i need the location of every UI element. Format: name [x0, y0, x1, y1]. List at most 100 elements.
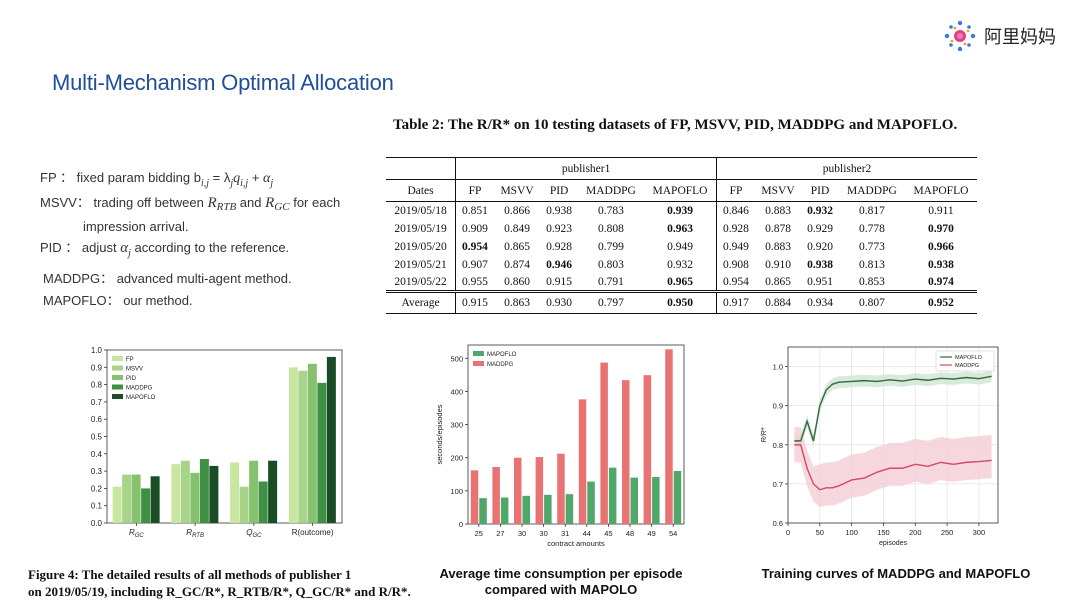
table-row: 2019/05/19 0.909 0.849 0.923 0.808 0.963 0.928… — [386, 219, 977, 238]
table-cell: 0.803 — [597, 258, 624, 271]
x-tick-label: RGC — [129, 528, 144, 539]
column-header-pid: PID — [540, 179, 578, 202]
legend-swatch-fp — [112, 356, 123, 361]
row-date: 2019/05/19 — [394, 222, 447, 235]
bar-maddpg — [578, 399, 587, 524]
bar-fp — [171, 464, 181, 523]
legend-label-mapoflo: MAPOFLO — [126, 395, 156, 401]
method-maddpg: MADDPG： advanced multi-agent method. — [43, 270, 292, 286]
bar-mapoflo — [500, 497, 509, 524]
table-cell: 0.929 — [807, 222, 833, 235]
table-cell: 0.974 — [928, 275, 954, 288]
table-cell: 0.878 — [765, 222, 791, 235]
bar-maddpg — [470, 470, 479, 524]
table-caption: Table 2: The R/R* on 10 testing datasets… — [393, 117, 957, 134]
table-cell: 0.915 — [455, 290, 494, 314]
bar-mapoflo — [150, 476, 160, 523]
bar-mapoflo — [608, 467, 617, 524]
bar-mapoflo — [268, 460, 278, 523]
bar-pid — [190, 472, 200, 523]
series-line-maddpg — [794, 444, 992, 491]
y-tick-label: 1.0 — [773, 363, 783, 372]
x-tick-label: 27 — [496, 529, 504, 538]
bar-pid — [249, 460, 259, 523]
x-tick-label: 250 — [941, 528, 954, 537]
confidence-band-mapoflo — [794, 370, 992, 447]
table-caption-text: Table 2: The R/R* on 10 testing datasets… — [393, 117, 958, 133]
table-cell: 0.932 — [801, 201, 839, 220]
legend-swatch-mapoflo — [112, 394, 123, 399]
x-tick-label: 31 — [561, 529, 569, 538]
table-cell: 0.928 — [716, 219, 755, 238]
table-cell: 0.783 — [577, 201, 644, 220]
y-tick-label: 0.0 — [91, 519, 103, 528]
y-tick-label: 300 — [450, 421, 463, 430]
method-msvv-cont: impression arrival. — [83, 219, 189, 235]
table-row: 2019/05/20 0.954 0.865 0.928 0.799 0.949 0.949… — [386, 237, 977, 256]
y-tick-label: 500 — [450, 354, 463, 363]
table-cell: 0.970 — [928, 222, 954, 235]
method-fp-label: FP — [40, 170, 57, 185]
x-tick-label: 100 — [845, 528, 858, 537]
group-header-publisher2: publisher2 — [716, 157, 977, 180]
table-cell: 0.817 — [838, 201, 905, 220]
table-cell: 0.932 — [667, 258, 693, 271]
x-tick-label: 49 — [647, 529, 655, 538]
fig4-caption-line1: Figure 4: The detailed results of all me… — [28, 567, 352, 582]
confidence-band-maddpg — [794, 427, 992, 508]
x-axis-label: episodes — [879, 540, 908, 547]
method-mapoflo: MAPOFLO： our method. — [43, 292, 193, 308]
bar-maddpg — [557, 453, 565, 524]
table-cell: 0.963 — [667, 222, 693, 235]
bar-mapoflo — [522, 495, 530, 524]
table-cell: 0.952 — [904, 290, 977, 314]
time-plot-frame — [467, 344, 685, 525]
method-fp-formula: b — [193, 170, 201, 185]
bar-msvv — [122, 474, 132, 523]
bar-maddpg — [492, 466, 500, 524]
method-msvv-label: MSVV — [40, 194, 77, 210]
bar-maddpg — [141, 488, 151, 523]
y-tick-label: 0.6 — [773, 519, 783, 528]
x-tick-label: 30 — [539, 529, 547, 538]
logo-text: 阿里妈妈 — [984, 27, 1056, 48]
method-mapoflo-label: MAPOFLO — [43, 292, 107, 308]
legend-label-pid: PID — [126, 376, 137, 382]
bar-maddpg — [665, 349, 673, 524]
bar-mapoflo — [652, 476, 660, 524]
table-row: 2019/05/18 0.851 0.866 0.938 0.783 0.939 0.846… — [386, 201, 977, 220]
table-cell: 0.863 — [493, 290, 541, 314]
row-date: 2019/05/21 — [394, 258, 447, 271]
table-cell: 0.883 — [765, 240, 791, 253]
x-tick-label: 150 — [877, 528, 890, 537]
fig4-caption-line2: on 2019/05/19, including R_GC/R*, R_RTB/… — [28, 584, 411, 599]
bar-maddpg — [258, 481, 268, 523]
bar-maddpg — [600, 362, 608, 524]
column-header-msvv: MSVV — [493, 179, 541, 202]
table-cell: 0.938 — [540, 201, 578, 220]
legend-swatch-pid — [112, 375, 123, 380]
table-cell: 0.911 — [904, 201, 977, 220]
method-pid-text2: according to the reference. — [134, 240, 290, 256]
bar-fp — [112, 486, 122, 523]
y-tick-label: 0.8 — [91, 381, 103, 390]
x-tick-label: 48 — [626, 529, 634, 538]
method-pid: PID ： adjust αj according to the referen… — [40, 240, 290, 259]
fig4-chart: 0.0 0.1 0.2 0.3 0.4 0.5 0.6 0.7 0.8 0.9 1.0 RGC RRTB… — [91, 346, 343, 539]
column-header-maddpg: MADDPG — [838, 179, 905, 202]
column-header-dates: Dates — [386, 179, 456, 202]
table-cell: 0.908 — [716, 255, 755, 274]
table-cell: 0.791 — [597, 275, 624, 288]
time-caption-line2: compared with MAPOLO — [484, 582, 638, 597]
method-maddpg-label: MADDPG — [43, 270, 101, 286]
table-cell: 0.954 — [716, 273, 755, 292]
bar-mapoflo — [209, 465, 219, 523]
bar-mapoflo — [630, 477, 638, 524]
table-row: 2019/05/21 0.907 0.874 0.946 0.803 0.932 0.908… — [386, 255, 977, 274]
column-header-mapoflo: MAPOFLO — [643, 179, 717, 202]
table-cell: 0.773 — [858, 240, 885, 253]
method-mapoflo-text: our method. — [123, 292, 193, 308]
method-fp: FP ： fixed param bidding bi,j = λjqi,j +… — [40, 170, 274, 189]
y-tick-label: 0.6 — [91, 415, 103, 424]
y-axis-label: R/R* — [761, 427, 768, 442]
